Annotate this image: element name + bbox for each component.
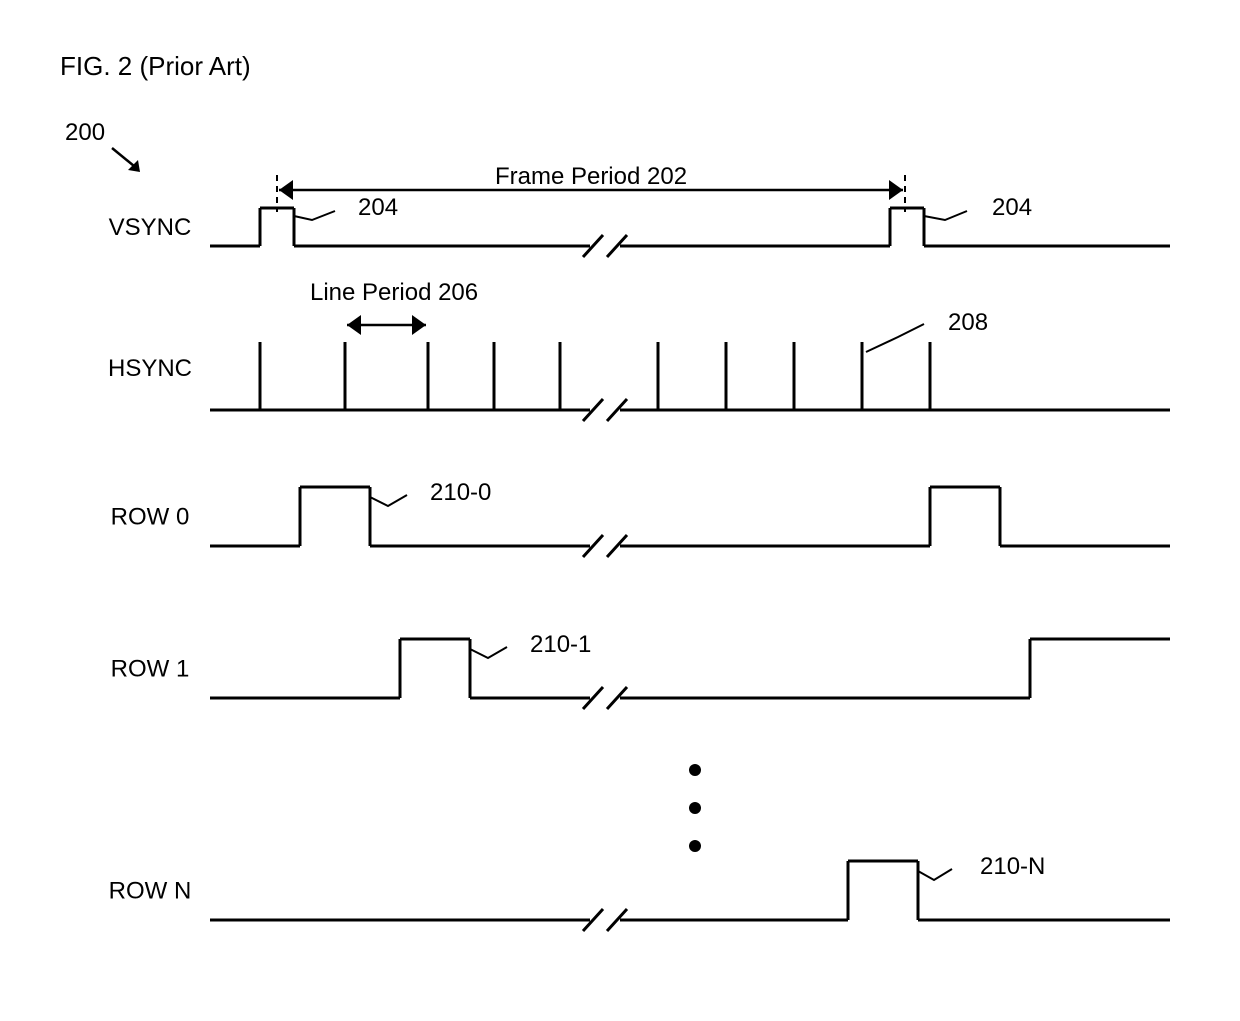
signal-label: VSYNC: [109, 214, 192, 241]
signal-label: ROW N: [109, 878, 192, 905]
line-period-label: Line Period 206: [310, 279, 478, 306]
signal-label: ROW 0: [111, 504, 190, 531]
callout-label: 210-N: [980, 853, 1045, 880]
signal-label: HSYNC: [108, 355, 192, 382]
ellipsis-dot: [689, 802, 701, 814]
figure-ref: 200: [65, 119, 105, 146]
callout-label: 204: [358, 194, 398, 221]
frame-period-label: Frame Period 202: [495, 163, 687, 190]
ellipsis-dot: [689, 840, 701, 852]
callout-label: 210-0: [430, 479, 491, 506]
timing-diagram-svg: FIG. 2 (Prior Art) 200 Frame Period 202 Lin…: [0, 0, 1240, 1021]
figure-title: FIG. 2 (Prior Art): [60, 51, 251, 81]
signal-label: ROW 1: [111, 656, 190, 683]
callout-label: 210-1: [530, 631, 591, 658]
ellipsis-dot: [689, 764, 701, 776]
timing-diagram: FIG. 2 (Prior Art) 200 Frame Period 202 Lin…: [0, 0, 1240, 1021]
callout-label: 208: [948, 309, 988, 336]
callout-label: 204: [992, 194, 1032, 221]
